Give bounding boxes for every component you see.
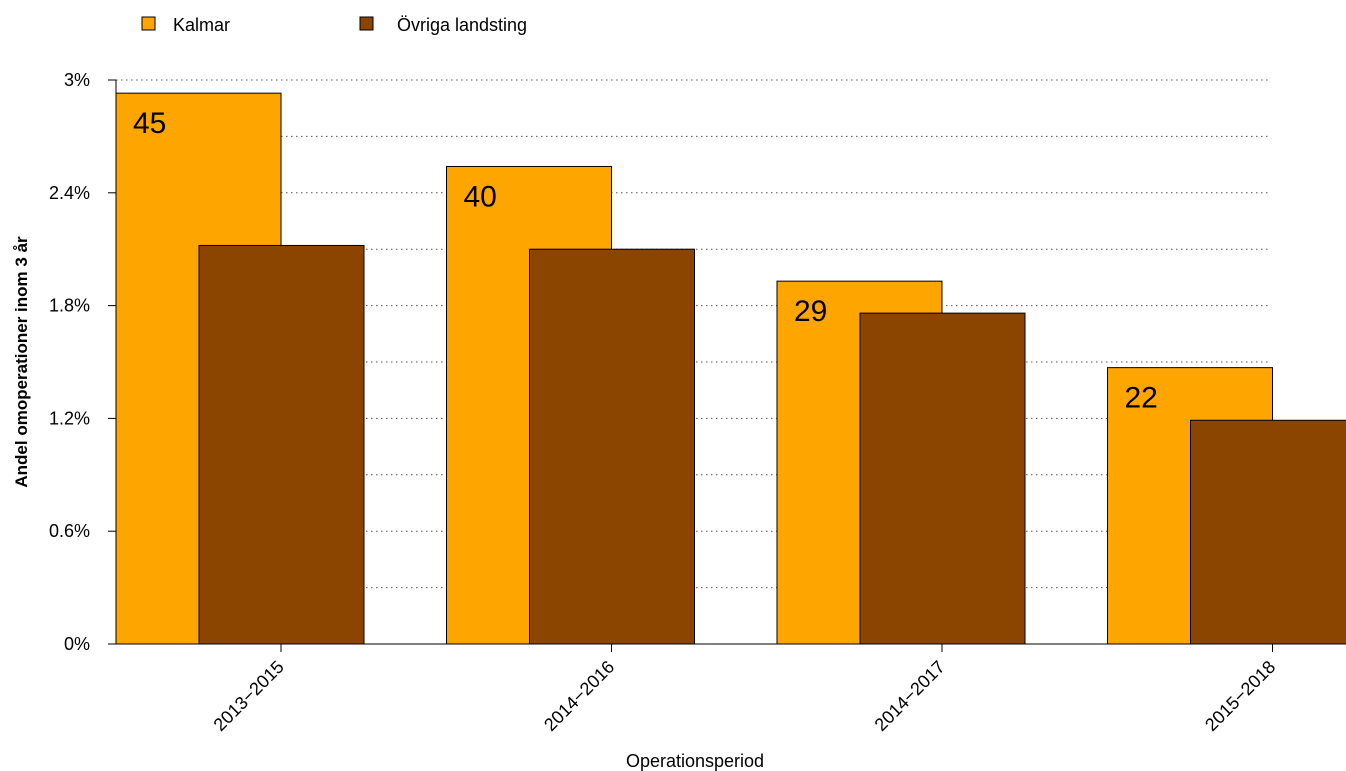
x-tick-label: 2015−2018 (1201, 657, 1279, 735)
bar-ovriga-landsting (198, 244, 365, 645)
y-tick-label: 1.8% (49, 296, 90, 316)
y-tick-label: 0.6% (49, 521, 90, 541)
y-tick-label: 1.2% (49, 408, 90, 428)
bar-data-label: 40 (464, 180, 497, 213)
y-axis-title: Andel omoperationer inom 3 år (12, 236, 31, 488)
x-tick-label: 2014−2017 (871, 657, 949, 735)
bar-ovriga-landsting (529, 248, 695, 645)
y-tick-label: 3% (64, 70, 90, 90)
bar-data-label: 22 (1125, 382, 1158, 415)
data-labels: 45 40 29 22 (133, 107, 1158, 414)
legend: Kalmar Övriga landsting (141, 15, 527, 35)
legend-swatch-ovriga-landsting (359, 16, 374, 31)
y-tick-label: 2.4% (49, 183, 90, 203)
legend-label-ovriga-landsting: Övriga landsting (397, 15, 527, 35)
y-tick-label: 0% (64, 634, 90, 654)
bar-ovriga-landsting (1190, 419, 1346, 645)
legend-label-kalmar: Kalmar (173, 15, 230, 35)
bar-data-label: 45 (133, 107, 166, 140)
x-tick-label: 2014−2016 (540, 657, 618, 735)
bar-ovriga-landsting (859, 312, 1026, 645)
x-axis-title: Operationsperiod (626, 751, 764, 771)
bars (115, 92, 1346, 645)
x-tick-label: 2013−2015 (210, 657, 288, 735)
legend-swatch-kalmar (141, 16, 156, 31)
bar-data-label: 29 (794, 295, 827, 328)
